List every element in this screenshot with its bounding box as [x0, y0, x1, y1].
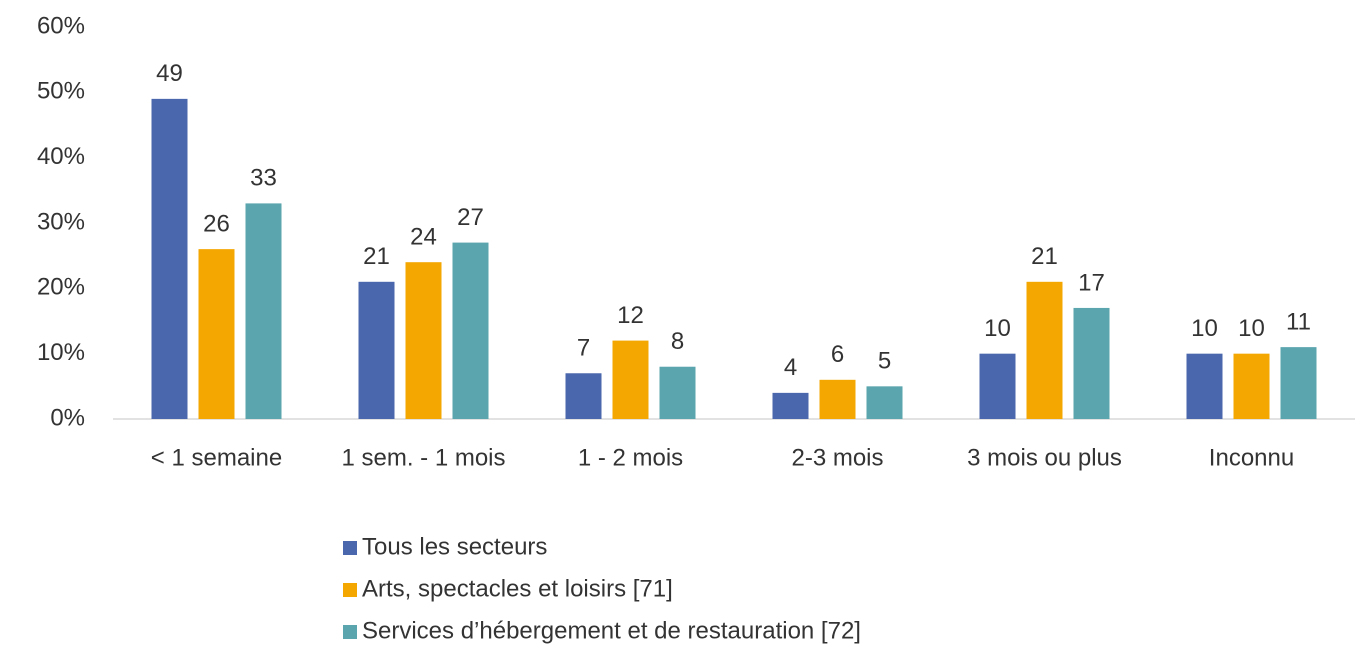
data-label: 24 [410, 224, 437, 251]
bar [245, 203, 282, 419]
data-label: 17 [1078, 269, 1105, 296]
bar [1026, 281, 1063, 419]
y-tick-label: 30% [37, 208, 85, 235]
data-label: 33 [250, 165, 277, 192]
data-label: 27 [457, 204, 484, 231]
data-label: 10 [1238, 315, 1265, 342]
x-tick-label: 1 - 2 mois [578, 444, 683, 471]
legend-label: Services d’hébergement et de restauratio… [362, 617, 861, 644]
bar [1073, 307, 1110, 419]
x-tick-label: < 1 semaine [151, 444, 282, 471]
x-tick-label: Inconnu [1209, 444, 1294, 471]
data-label: 7 [577, 335, 590, 362]
bar [452, 242, 489, 419]
data-label: 11 [1286, 308, 1311, 335]
bar [1186, 353, 1223, 419]
y-tick-label: 20% [37, 274, 85, 301]
data-label: 6 [831, 341, 844, 368]
data-label: 4 [784, 354, 797, 381]
bar [1280, 347, 1317, 419]
data-label: 10 [984, 315, 1011, 342]
legend-label: Arts, spectacles et loisirs [71] [362, 575, 673, 602]
legend-swatch [343, 541, 357, 555]
bar [659, 366, 696, 419]
data-label: 10 [1191, 315, 1218, 342]
legend-swatch [343, 583, 357, 597]
legend-swatch [343, 625, 357, 639]
y-tick-label: 60% [37, 12, 85, 39]
bar [772, 392, 809, 419]
bar [405, 262, 442, 419]
y-tick-label: 0% [50, 404, 85, 431]
bar [612, 340, 649, 419]
data-label: 21 [1031, 243, 1058, 270]
y-tick-label: 50% [37, 78, 85, 105]
bar [565, 373, 602, 419]
data-label: 26 [203, 210, 230, 237]
bar [979, 353, 1016, 419]
bar [1233, 353, 1270, 419]
bar [358, 281, 395, 419]
bar [151, 98, 188, 419]
x-tick-label: 3 mois ou plus [967, 444, 1122, 471]
bar [866, 386, 903, 419]
bar [819, 379, 856, 419]
x-tick-label: 2-3 mois [791, 444, 883, 471]
data-label: 8 [671, 328, 684, 355]
bar [198, 249, 235, 419]
y-tick-label: 10% [37, 339, 85, 366]
data-label: 12 [617, 302, 644, 329]
y-tick-label: 40% [37, 143, 85, 170]
x-tick-label: 1 sem. - 1 mois [341, 444, 505, 471]
data-label: 21 [363, 243, 390, 270]
legend-label: Tous les secteurs [362, 533, 547, 560]
data-label: 5 [878, 348, 891, 375]
data-label: 49 [156, 60, 183, 87]
